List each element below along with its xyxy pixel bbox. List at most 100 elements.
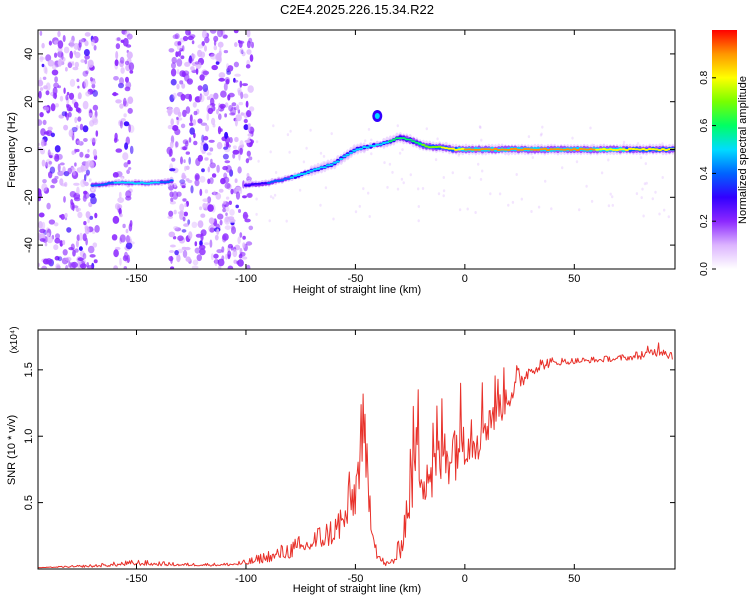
ridge-mark bbox=[306, 171, 311, 174]
ridge-blob-core bbox=[374, 113, 380, 120]
noise-speckle bbox=[84, 153, 90, 158]
noise-speckle bbox=[194, 179, 200, 187]
noise-speckle bbox=[92, 148, 97, 157]
noise-speckle bbox=[239, 248, 243, 253]
noise-speckle bbox=[126, 169, 130, 174]
noise-speckle bbox=[39, 30, 43, 36]
noise-speckle bbox=[39, 57, 46, 60]
noise-speckle bbox=[84, 59, 88, 65]
noise-speckle bbox=[74, 248, 79, 253]
ridge-mark bbox=[618, 148, 623, 151]
ridge-mark bbox=[539, 148, 544, 151]
ridge-mark bbox=[467, 148, 472, 151]
noise-speckle bbox=[238, 253, 243, 259]
noise-speckle bbox=[354, 210, 358, 214]
noise-speckle bbox=[197, 44, 204, 49]
noise-speckle bbox=[42, 76, 47, 81]
noise-speckle bbox=[237, 87, 242, 94]
ridge-mark bbox=[270, 180, 275, 183]
ridge-mark bbox=[299, 173, 304, 175]
ridge-mark bbox=[647, 148, 652, 150]
ridge-mark bbox=[637, 148, 643, 151]
noise-speckle bbox=[83, 49, 90, 56]
noise-speckle bbox=[123, 162, 129, 168]
noise-speckle bbox=[396, 124, 399, 128]
noise-speckle bbox=[230, 188, 234, 195]
noise-speckle bbox=[401, 148, 404, 152]
noise-speckle bbox=[245, 64, 251, 69]
noise-speckle bbox=[54, 52, 58, 58]
ridge-mark bbox=[473, 148, 478, 151]
ridge-mark bbox=[427, 146, 432, 149]
noise-speckle bbox=[458, 208, 462, 212]
noise-speckle bbox=[188, 137, 192, 143]
x-tick-label: -100 bbox=[235, 573, 257, 585]
ridge-mark bbox=[499, 148, 505, 151]
noise-speckle bbox=[171, 157, 176, 162]
noise-speckle bbox=[169, 250, 175, 253]
noise-speckle bbox=[88, 178, 92, 182]
noise-speckle bbox=[169, 94, 175, 103]
ridge-mark bbox=[516, 148, 521, 151]
snr-series-line bbox=[38, 342, 673, 569]
ridge-mark bbox=[110, 181, 115, 184]
noise-speckle bbox=[119, 103, 124, 109]
noise-speckle bbox=[192, 259, 199, 266]
ridge-mark bbox=[404, 138, 409, 141]
noise-speckle bbox=[64, 217, 68, 221]
noise-speckle bbox=[52, 86, 58, 95]
noise-speckle bbox=[55, 233, 60, 239]
noise-speckle bbox=[68, 92, 75, 100]
noise-speckle bbox=[180, 182, 187, 187]
noise-speckle bbox=[609, 192, 612, 196]
ridge-mark bbox=[247, 184, 252, 187]
noise-speckle bbox=[74, 162, 77, 167]
noise-speckle bbox=[191, 53, 196, 59]
noise-speckle bbox=[126, 254, 130, 263]
y-tick-label: 1.0 bbox=[23, 429, 35, 444]
noise-speckle bbox=[74, 116, 78, 124]
noise-speckle bbox=[643, 182, 647, 186]
noise-speckle bbox=[208, 139, 215, 143]
noise-speckle bbox=[364, 139, 367, 143]
x-tick-label: 0 bbox=[462, 273, 468, 285]
noise-speckle bbox=[642, 214, 645, 218]
ridge-mark bbox=[289, 176, 295, 179]
noise-speckle bbox=[85, 211, 91, 219]
noise-speckle bbox=[76, 186, 80, 195]
noise-speckle bbox=[498, 192, 502, 196]
noise-speckle bbox=[222, 233, 229, 241]
snr-marks bbox=[38, 342, 673, 569]
noise-speckle bbox=[125, 228, 129, 234]
ridge-mark bbox=[493, 148, 498, 150]
noise-speckle bbox=[92, 104, 99, 111]
noise-speckle bbox=[208, 52, 215, 57]
noise-speckle bbox=[184, 93, 192, 100]
noise-speckle bbox=[129, 145, 134, 155]
ridge-mark bbox=[332, 161, 337, 164]
noise-speckle bbox=[442, 189, 446, 193]
noise-speckle bbox=[50, 184, 55, 189]
noise-speckle bbox=[236, 104, 240, 111]
noise-speckle bbox=[268, 219, 271, 223]
noise-speckle bbox=[112, 172, 119, 178]
noise-speckle bbox=[217, 126, 222, 135]
noise-speckle bbox=[202, 70, 210, 76]
ridge-mark bbox=[316, 167, 321, 170]
noise-speckle bbox=[129, 220, 133, 227]
noise-speckle bbox=[174, 250, 179, 256]
noise-speckle bbox=[115, 51, 119, 60]
noise-speckle bbox=[65, 94, 69, 101]
noise-speckle bbox=[225, 206, 230, 212]
noise-speckle bbox=[217, 30, 223, 38]
noise-speckle bbox=[436, 137, 439, 141]
noise-speckle bbox=[173, 226, 179, 230]
noise-speckle bbox=[238, 152, 241, 161]
noise-speckle bbox=[92, 89, 98, 97]
noise-speckle bbox=[49, 166, 56, 174]
noise-speckle bbox=[55, 103, 59, 108]
ridge-mark bbox=[460, 147, 465, 150]
ridge-mark bbox=[116, 181, 122, 184]
noise-speckle bbox=[73, 101, 79, 109]
noise-speckle bbox=[367, 127, 371, 131]
